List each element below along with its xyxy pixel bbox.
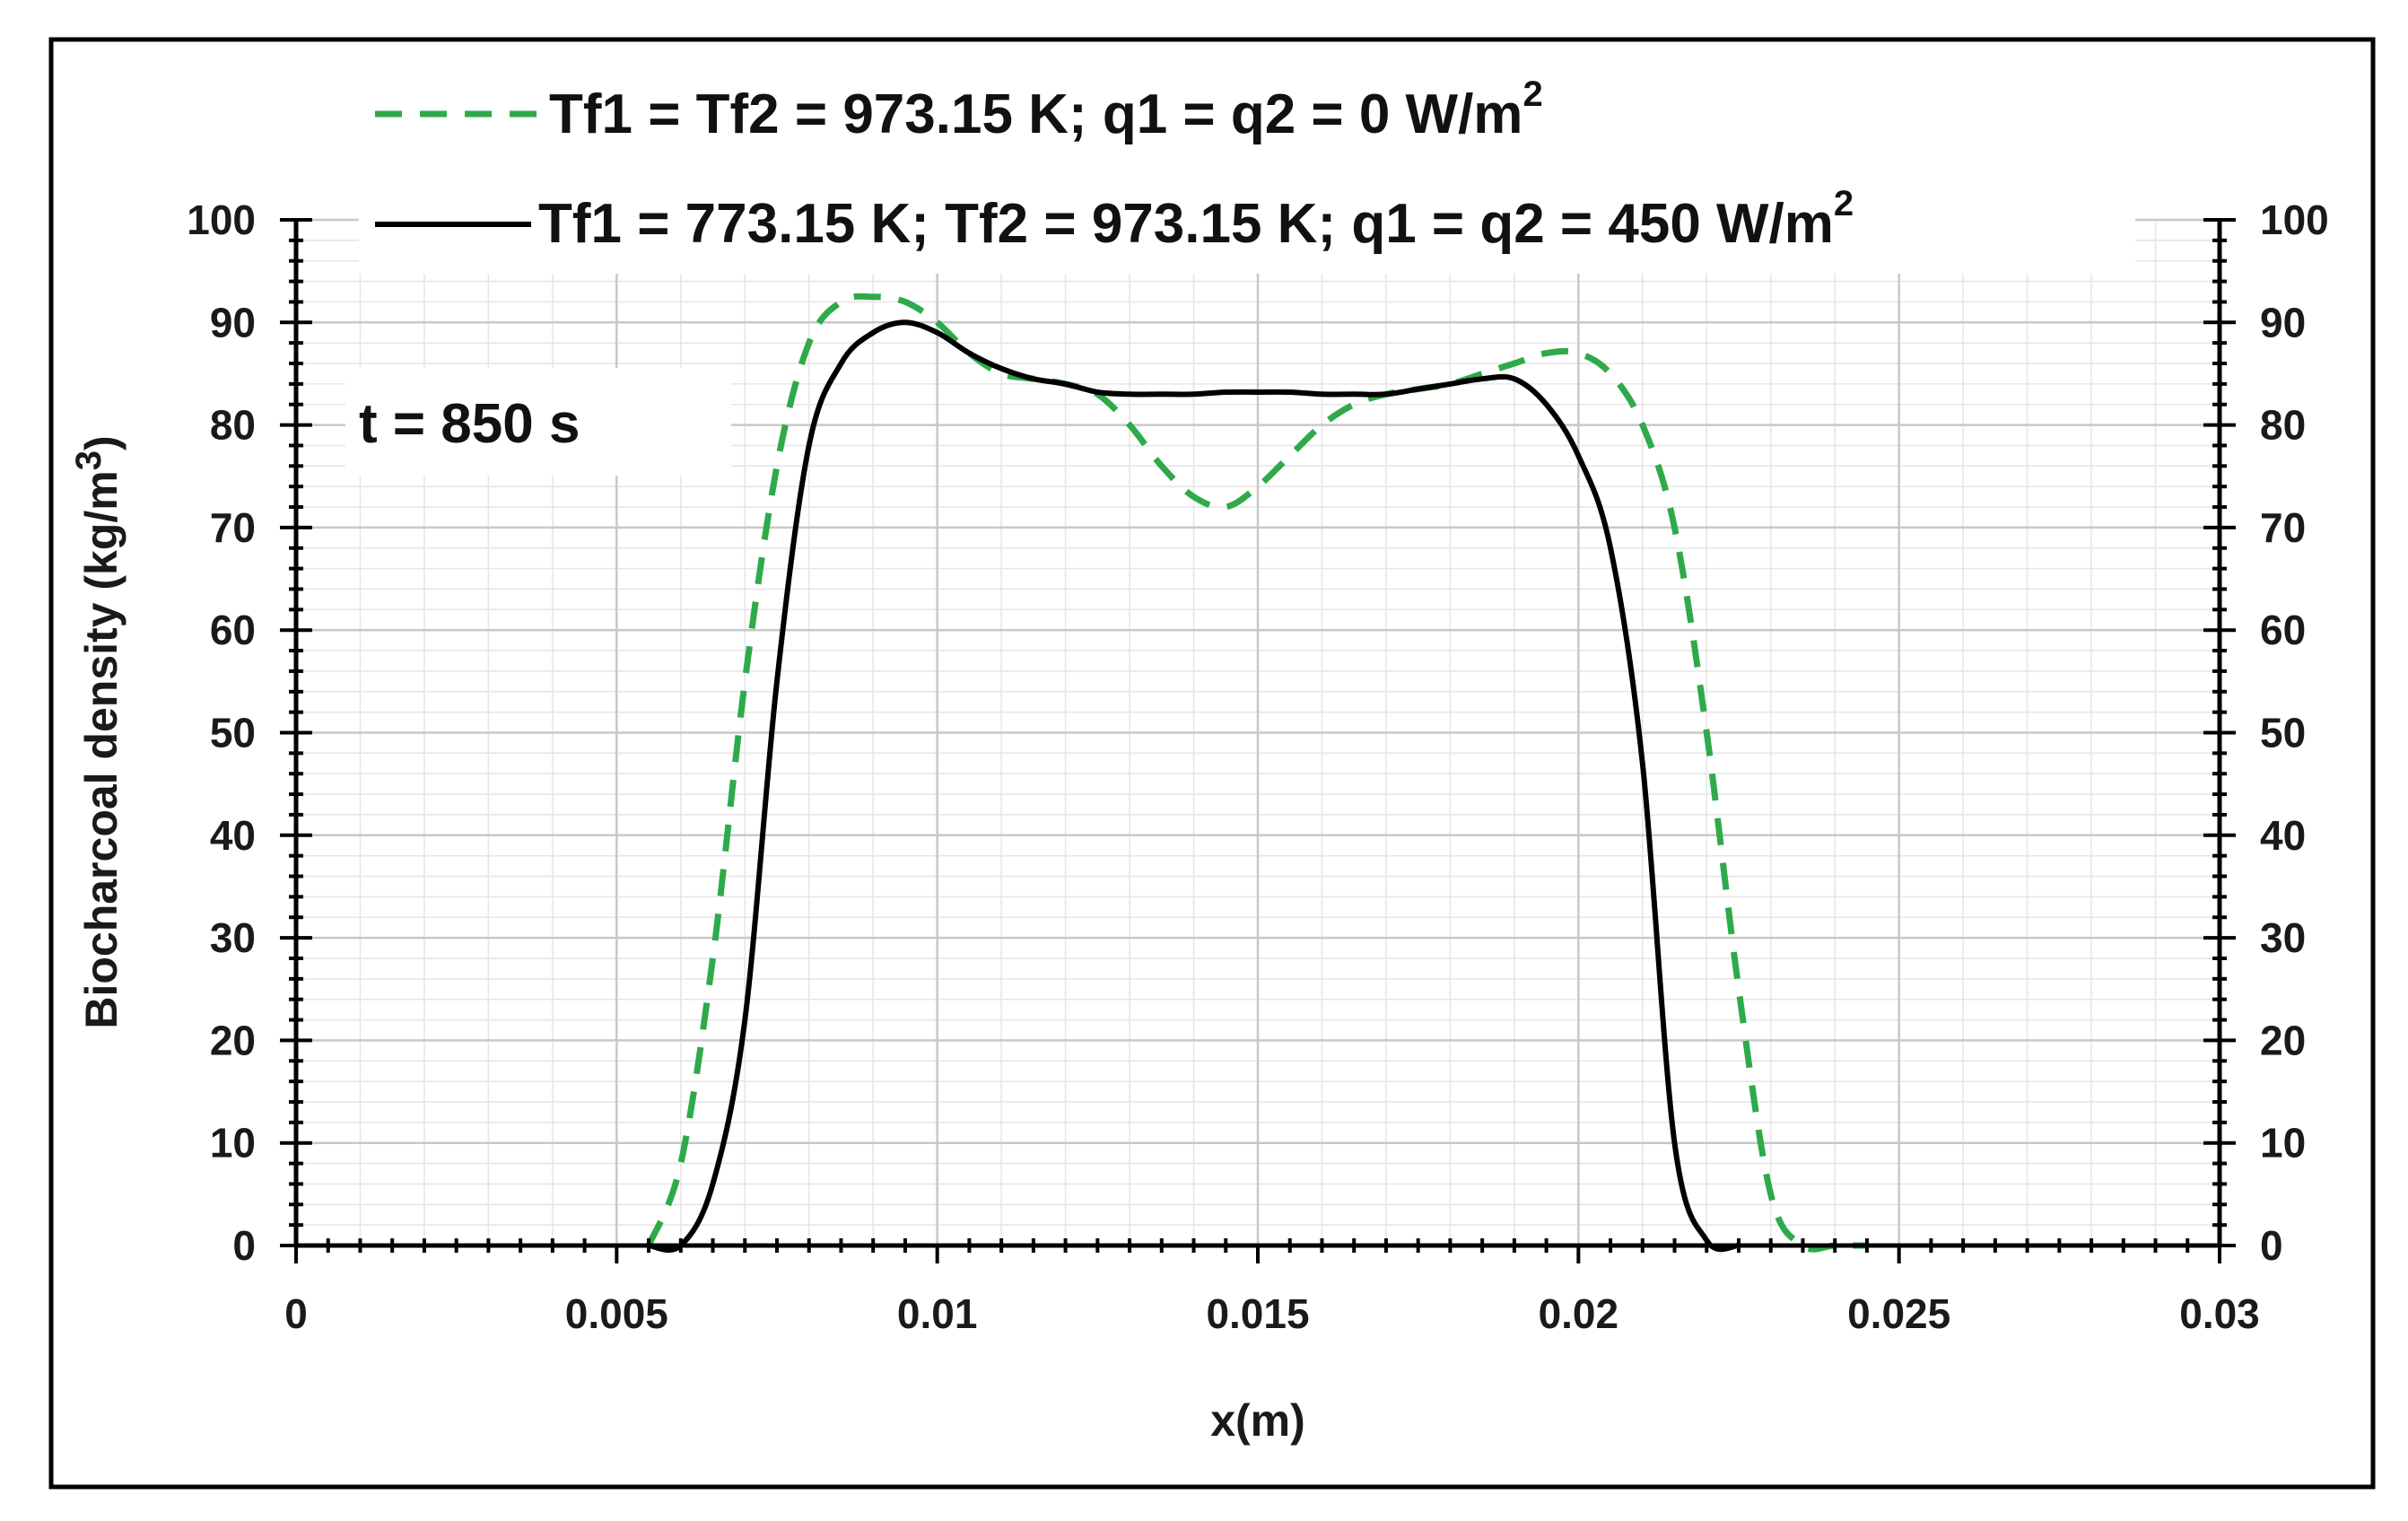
legend-label-series-1: Tf1 = Tf2 = 973.15 K; q1 = q2 = 0 W/m2 — [549, 74, 1543, 145]
y-tick-label-left: 40 — [210, 812, 256, 859]
y-axis-title: Biocharcoal density (kg/m3) — [69, 435, 127, 1028]
series-line-2 — [648, 319, 1740, 1254]
y-tick-label-right: 50 — [2260, 710, 2306, 756]
x-axis-title: x(m) — [1210, 1395, 1305, 1446]
x-tick-label: 0.005 — [565, 1290, 668, 1337]
ticks — [280, 218, 2236, 1263]
y-tick-label-left: 50 — [210, 710, 256, 756]
annotation-box — [345, 368, 731, 476]
legend-label-series-2: Tf1 = 773.15 K; Tf2 = 973.15 K; q1 = q2 … — [538, 184, 1854, 255]
y-tick-label-right: 80 — [2260, 402, 2306, 449]
y-tick-label-left: 70 — [210, 504, 256, 551]
x-tick-label: 0.025 — [1847, 1290, 1950, 1337]
x-tick-label: 0.01 — [897, 1290, 978, 1337]
y-tick-label-right: 20 — [2260, 1017, 2306, 1063]
x-tick-label: 0 — [284, 1290, 308, 1337]
y-tick-label-left: 10 — [210, 1120, 256, 1167]
series-lines — [645, 293, 1867, 1254]
y-tick-label-right: 90 — [2260, 299, 2306, 345]
y-tick-label-left: 0 — [232, 1222, 256, 1269]
y-tick-label-right: 0 — [2260, 1222, 2283, 1269]
x-tick-label: 0.02 — [1539, 1290, 1619, 1337]
y-tick-label-left: 30 — [210, 914, 256, 961]
legend-background — [359, 63, 2135, 274]
y-tick-label-left: 100 — [187, 197, 256, 243]
tick-labels: 0 0.005 0.01 0.015 0.02 0.025 0.03010203040506… — [187, 197, 2329, 1337]
series-line-1 — [645, 293, 1867, 1253]
time-annotation: t = 850 s — [359, 393, 580, 455]
x-tick-label: 0.015 — [1206, 1290, 1309, 1337]
y-tick-label-left: 90 — [210, 299, 256, 345]
y-tick-label-left: 80 — [210, 402, 256, 449]
grid — [296, 218, 2220, 1246]
y-tick-label-right: 40 — [2260, 812, 2306, 859]
y-tick-label-right: 10 — [2260, 1120, 2306, 1167]
x-tick-label: 0.03 — [2179, 1290, 2260, 1337]
y-tick-label-right: 70 — [2260, 504, 2306, 551]
y-tick-label-right: 100 — [2260, 197, 2329, 243]
legend: Tf1 = Tf2 = 973.15 K; q1 = q2 = 0 W/m2 T… — [359, 63, 2135, 274]
y-tick-label-left: 60 — [210, 607, 256, 653]
y-tick-label-right: 60 — [2260, 607, 2306, 653]
y-tick-label-left: 20 — [210, 1017, 256, 1063]
y-tick-label-right: 30 — [2260, 914, 2306, 961]
